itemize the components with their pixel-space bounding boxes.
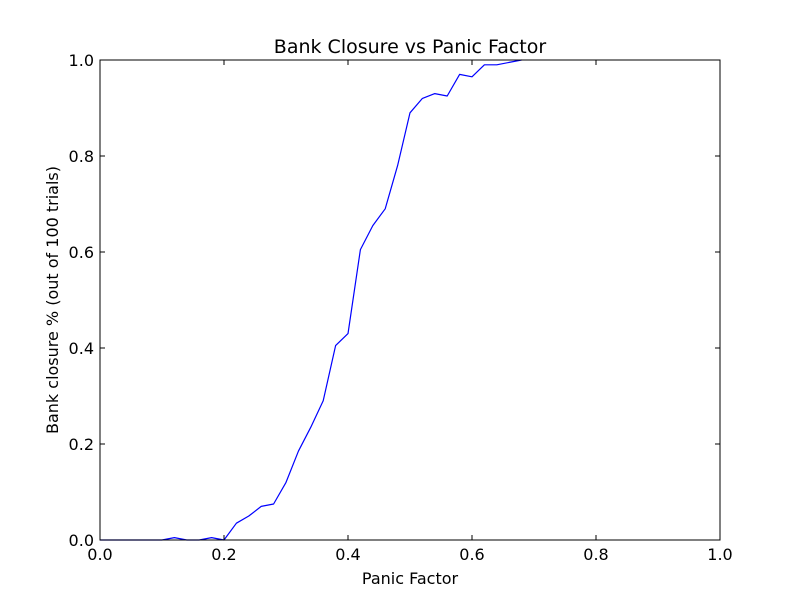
y-tick-label: 0.8 bbox=[69, 147, 94, 166]
x-axis-label: Panic Factor bbox=[362, 569, 459, 588]
series-layer bbox=[100, 59, 522, 541]
x-tick-label: 0.0 bbox=[87, 545, 112, 564]
y-tick-label: 0.2 bbox=[69, 435, 94, 454]
y-axis-label: Bank closure % (out of 100 trials) bbox=[43, 166, 62, 434]
series-line bbox=[100, 59, 522, 541]
x-tick-label: 0.8 bbox=[583, 545, 608, 564]
y-tick-label: 1.0 bbox=[69, 51, 94, 70]
x-tick-label: 0.4 bbox=[335, 545, 360, 564]
y-tick-label: 0.6 bbox=[69, 243, 94, 262]
y-tick-label: 0.4 bbox=[69, 339, 94, 358]
x-tick-label: 0.6 bbox=[459, 545, 484, 564]
plot-frame bbox=[99, 59, 721, 541]
tick-labels-layer: 0.0 0.2 0.4 0.6 0.8 1.0 0.0 0.2 0.4 0.6 0.8 1.0 bbox=[69, 51, 733, 564]
plot-area bbox=[100, 60, 720, 540]
x-tick-label: 0.2 bbox=[211, 545, 236, 564]
x-tick-label: 1.0 bbox=[707, 545, 732, 564]
y-tick-label: 0.0 bbox=[69, 531, 94, 550]
chart-title: Bank Closure vs Panic Factor bbox=[274, 36, 547, 58]
